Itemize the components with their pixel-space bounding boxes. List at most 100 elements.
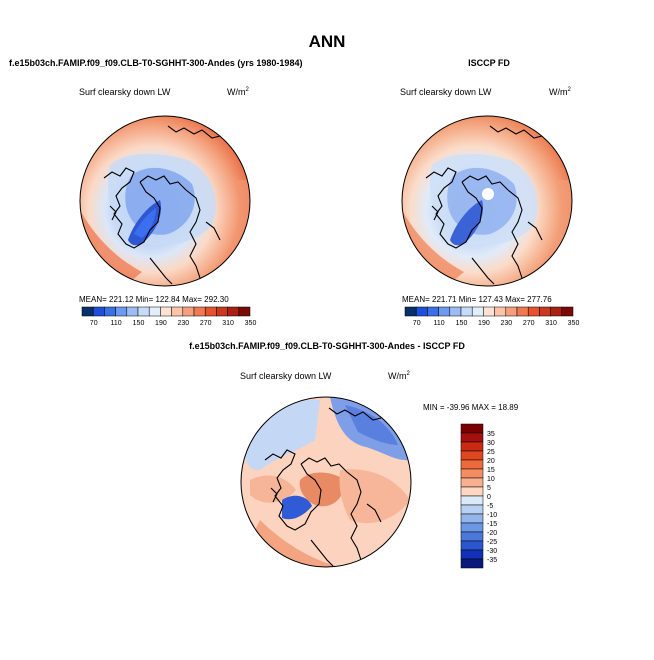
colorbar-tick-label: -15 <box>487 521 497 528</box>
colorbar-tick-label: 20 <box>487 458 495 465</box>
colorbar-tick-label: 310 <box>222 320 234 327</box>
colorbar-tick-label: 230 <box>177 320 189 327</box>
colorbar-tick-label: 350 <box>568 320 580 327</box>
colorbar-swatch <box>527 306 540 317</box>
panel-diff-header: f.e15b03ch.FAMIP.f09_f09.CLB-T0-SGHHT-30… <box>189 341 465 351</box>
panel-obs-coastlines <box>425 125 543 285</box>
colorbar-swatch <box>460 423 484 434</box>
colorbar-tick-label: -5 <box>487 503 493 510</box>
colorbar-tick-label: 70 <box>90 320 98 327</box>
colorbar-swatch <box>160 306 172 317</box>
colorbar-tick-label: -35 <box>487 557 497 564</box>
colorbar-tick-label: 0 <box>487 494 491 501</box>
colorbar-swatch <box>460 450 484 461</box>
panel-diff-stats: MIN = -39.96 MAX = 18.89 <box>423 403 519 412</box>
colorbar-tick-label: 230 <box>500 320 512 327</box>
colorbar-swatch <box>483 306 495 317</box>
panel-obs-units: W/m2 <box>549 87 572 97</box>
colorbar-tick-label: -30 <box>487 548 497 555</box>
colorbar-swatch <box>505 306 518 317</box>
units-base: W/m <box>388 371 407 381</box>
colorbar-swatch <box>427 306 439 317</box>
colorbar-swatch <box>438 306 451 317</box>
colorbar-swatch <box>561 306 574 317</box>
colorbar-swatch <box>460 441 484 452</box>
colorbar-swatch <box>460 558 484 569</box>
panel-obs-map <box>401 115 573 287</box>
colorbar-swatch <box>193 306 206 317</box>
colorbar-swatch <box>460 468 484 479</box>
units-exp: 2 <box>246 87 250 93</box>
colorbar-swatch <box>92 306 105 317</box>
colorbar-swatch <box>115 306 128 317</box>
colorbar-swatch <box>81 306 94 317</box>
colorbar-swatch <box>539 306 551 317</box>
colorbar-tick-label: 10 <box>487 476 495 483</box>
colorbar-tick-label: 350 <box>245 320 257 327</box>
panel-diff-units: W/m2 <box>388 371 411 381</box>
colorbar-tick-label: 35 <box>487 431 495 438</box>
colorbar-swatch <box>227 306 240 317</box>
panel-diff-coastlines <box>264 407 382 567</box>
panel-model-stats: MEAN= 221.12 Min= 122.84 Max= 292.30 <box>79 295 229 304</box>
colorbar-swatch <box>460 495 484 506</box>
colorbar-swatch <box>126 306 139 317</box>
colorbar-swatch <box>460 477 484 488</box>
colorbar-swatch <box>460 549 484 560</box>
colorbar-tick-label: 110 <box>111 320 122 327</box>
panel-model-coastlines <box>103 125 221 285</box>
colorbar-swatch <box>415 306 428 317</box>
colorbar-swatch <box>449 306 462 317</box>
units-exp: 2 <box>568 87 572 93</box>
colorbar-tick-label: 190 <box>478 320 490 327</box>
figure-title: ANN <box>309 32 346 51</box>
panel-model-header: f.e15b03ch.FAMIP.f09_f09.CLB-T0-SGHHT-30… <box>9 58 302 68</box>
colorbar-swatch <box>460 540 484 551</box>
units-base: W/m <box>227 87 246 97</box>
colorbar-swatch <box>516 306 529 317</box>
units-base: W/m <box>549 87 568 97</box>
colorbar-swatch <box>460 531 484 542</box>
panel-diff-field-label: Surf clearsky down LW <box>240 371 332 381</box>
panel-model-units: W/m2 <box>227 87 250 97</box>
colorbar-tick-label: 70 <box>413 320 421 327</box>
panel-model-map <box>79 115 251 287</box>
colorbar-tick-label: 150 <box>456 320 468 327</box>
colorbar-swatch <box>460 486 484 497</box>
colorbar-swatch <box>104 306 116 317</box>
colorbar-swatch <box>204 306 217 317</box>
colorbar-tick-label: 150 <box>133 320 145 327</box>
colorbar-swatch <box>460 513 484 524</box>
colorbar-tick-label: 190 <box>155 320 167 327</box>
panel-diff-colorbar: 35 30 25 20 15 10 5 0 -5 -10 -15 -20 -25 -30 -35 <box>460 423 497 569</box>
panel-obs-stats: MEAN= 221.71 Min= 127.43 Max= 277.76 <box>402 295 552 304</box>
colorbar-tick-label: 25 <box>487 449 495 456</box>
colorbar-swatch <box>550 306 563 317</box>
colorbar-swatch <box>460 459 484 470</box>
panel-obs-header: ISCCP FD <box>468 58 510 68</box>
colorbar-tick-label: -20 <box>487 530 497 537</box>
colorbar-swatch <box>404 306 417 317</box>
colorbar-swatch <box>460 504 484 515</box>
colorbar-swatch <box>171 306 184 317</box>
colorbar-swatch <box>238 306 251 317</box>
colorbar-swatch <box>137 306 150 317</box>
colorbar-tick-label: -10 <box>487 512 497 519</box>
panel-model-field-label: Surf clearsky down LW <box>79 87 171 97</box>
colorbar-swatch <box>460 306 473 317</box>
colorbar-swatch <box>216 306 228 317</box>
colorbar-tick-label: 310 <box>545 320 557 327</box>
colorbar-tick-label: 30 <box>487 440 495 447</box>
colorbar-tick-label: -25 <box>487 539 497 546</box>
colorbar-swatch <box>494 306 507 317</box>
colorbar-swatch <box>471 306 484 317</box>
colorbar-tick-label: 270 <box>200 320 212 327</box>
colorbar-tick-label: 110 <box>434 320 445 327</box>
colorbar-swatch <box>460 522 484 533</box>
panel-model-colorbar: 70 110 150 190 230 270 310 350 <box>81 306 257 327</box>
colorbar-swatch <box>148 306 161 317</box>
panel-obs-field-detail <box>402 153 572 286</box>
units-exp: 2 <box>407 371 411 377</box>
